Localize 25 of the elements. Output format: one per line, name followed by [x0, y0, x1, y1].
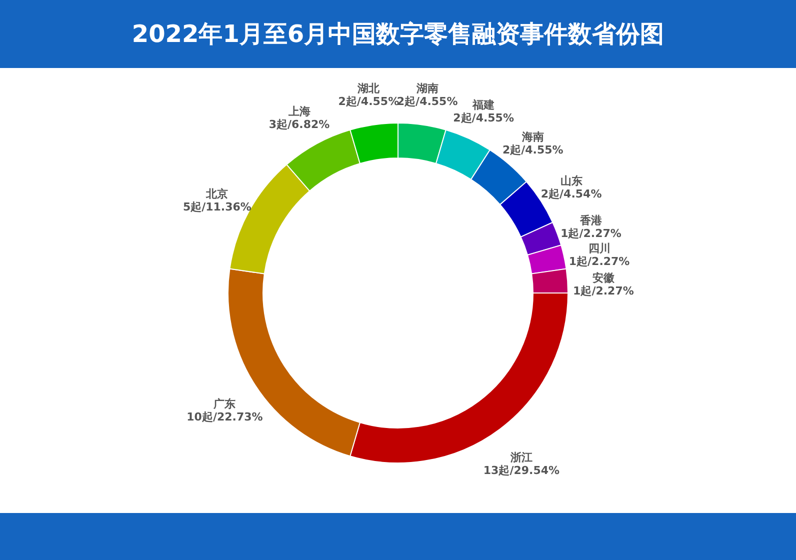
data-label: 1起/2.27% — [573, 284, 634, 298]
slice-label: 浙江 — [509, 450, 532, 464]
slice-label: 湖南 — [415, 82, 438, 96]
slice-label: 湖北 — [356, 82, 381, 96]
slice-label: 山东 — [560, 174, 582, 188]
data-label: 2起/4.54% — [540, 188, 602, 201]
data-label: 1起/2.27% — [560, 227, 622, 240]
slice-label: 上海 — [287, 105, 310, 118]
data-label: 2起/4.55% — [502, 143, 564, 156]
data-label: 10起/22.73% — [186, 410, 263, 424]
data-label: 5起/11.36% — [182, 200, 252, 214]
data-label: 13起/29.54% — [483, 464, 560, 477]
chart-title: 2022年1月至6月中国数字零售融资事件数省份图 — [0, 0, 796, 68]
data-label: 1起/2.27% — [568, 255, 630, 268]
slice-label: 香港 — [579, 214, 604, 228]
slice-label: 福建 — [472, 98, 495, 112]
slice-label: 广东 — [212, 397, 236, 410]
data-label: 2起/4.55% — [453, 112, 514, 125]
data-label: 2起/4.55% — [396, 95, 458, 108]
data-label: 2起/4.55% — [338, 95, 400, 108]
slice-label: 安徽 — [592, 271, 616, 284]
slice-label: 北京 — [205, 187, 228, 200]
slice-label: 海南 — [520, 130, 544, 144]
data-label: 3起/6.82% — [268, 118, 330, 132]
slice-label: 四川 — [588, 242, 610, 256]
